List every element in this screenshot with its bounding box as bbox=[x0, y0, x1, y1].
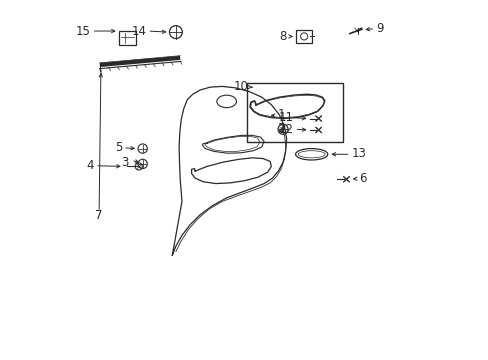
Text: 3: 3 bbox=[121, 156, 128, 169]
Text: 10: 10 bbox=[233, 80, 247, 93]
Text: 6: 6 bbox=[358, 172, 366, 185]
Text: 1: 1 bbox=[277, 108, 285, 121]
Text: 2: 2 bbox=[277, 122, 285, 135]
Text: 9: 9 bbox=[375, 22, 383, 35]
Text: 15: 15 bbox=[75, 24, 90, 37]
Text: 11: 11 bbox=[278, 111, 293, 124]
Text: 13: 13 bbox=[351, 147, 366, 160]
Text: 12: 12 bbox=[278, 123, 293, 136]
Text: 14: 14 bbox=[131, 24, 146, 37]
Bar bbox=[119, 31, 136, 45]
Text: 8: 8 bbox=[279, 30, 286, 43]
Bar bbox=[247, 83, 343, 142]
Text: 7: 7 bbox=[95, 208, 102, 221]
Text: 5: 5 bbox=[115, 141, 122, 154]
Text: 4: 4 bbox=[86, 159, 94, 172]
Bar bbox=[295, 30, 311, 43]
